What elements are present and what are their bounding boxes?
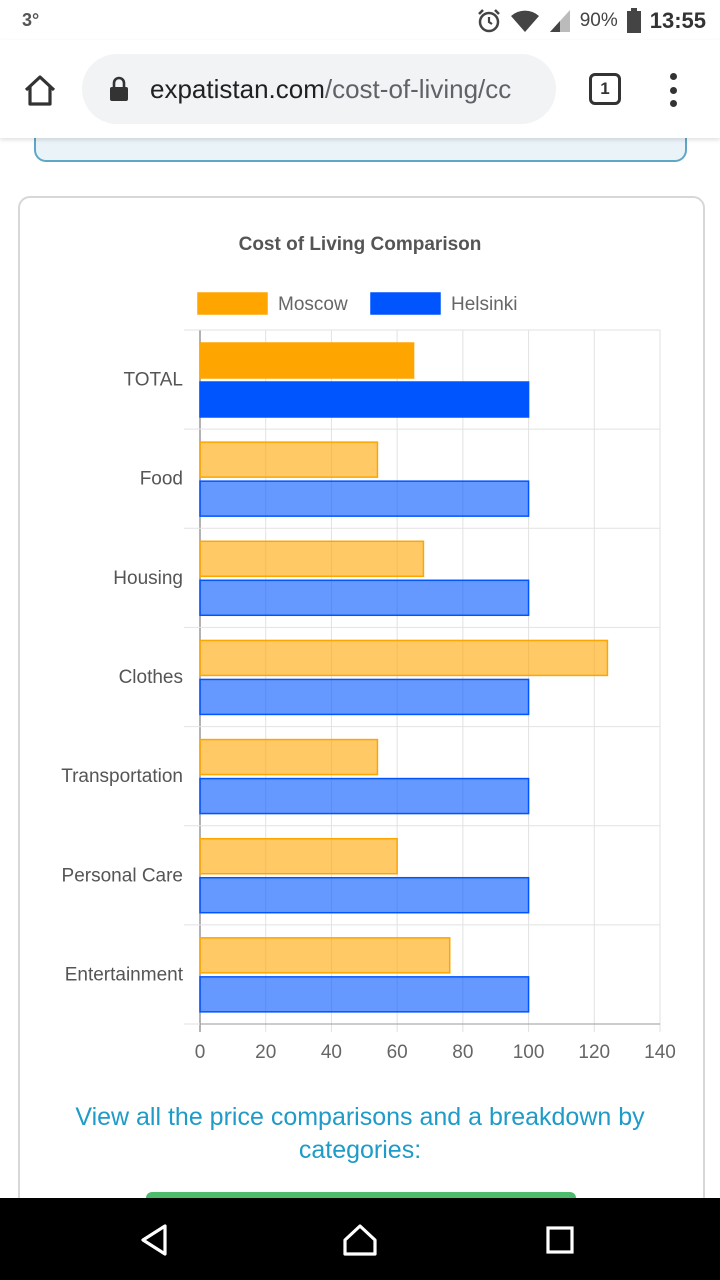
menu-dot [669, 73, 677, 80]
wifi-icon [510, 10, 539, 32]
category-label: Entertainment [65, 964, 184, 985]
more-vert-icon[interactable] [660, 70, 686, 110]
bar-moscow [199, 441, 379, 478]
back-icon [141, 1224, 167, 1256]
x-tick-label: 80 [452, 1042, 473, 1063]
category-label: Clothes [119, 667, 183, 688]
lock-icon [110, 76, 128, 101]
bar-helsinki [199, 976, 530, 1013]
bar-moscow [199, 837, 398, 875]
category-label: TOTAL [124, 370, 183, 391]
x-tick-label: 0 [195, 1042, 206, 1063]
x-tick-label: 120 [578, 1042, 610, 1063]
bar-helsinki [199, 480, 530, 517]
tabs-button[interactable]: 1 [589, 73, 621, 105]
category-label: Transportation [61, 766, 183, 787]
menu-dot [669, 86, 677, 94]
x-tick-label: 40 [321, 1042, 342, 1063]
recents-icon [546, 1226, 574, 1254]
bar-moscow [199, 937, 451, 974]
status-temperature: 3° [22, 10, 40, 30]
chart-title: Cost of Living Comparison [238, 234, 482, 255]
signal-icon [549, 10, 570, 32]
category-label: Housing [113, 568, 183, 589]
x-tick-label: 100 [513, 1042, 545, 1063]
home-icon [24, 75, 56, 106]
battery-percent: 90% [579, 10, 618, 31]
url-domain: expatistan.com [150, 73, 325, 104]
legend-swatch-helsinki [370, 292, 441, 315]
status-time: 13:55 [649, 8, 706, 33]
bar-helsinki [199, 678, 530, 716]
nav-home-button[interactable] [340, 1220, 380, 1260]
category-label: Food [140, 469, 183, 490]
legend-label-helsinki: Helsinki [451, 294, 518, 315]
bar-moscow [199, 342, 415, 379]
nav-home-icon [343, 1224, 377, 1256]
url-path: /cost-of-living/cc [324, 73, 512, 104]
browser-toolbar: expatistan.com/cost-of-living/cc 1 [0, 40, 720, 138]
bar-helsinki [199, 381, 530, 418]
status-icons: 90% 13:55 [476, 6, 706, 36]
x-tick-label: 60 [387, 1042, 408, 1063]
bar-moscow [199, 738, 379, 776]
back-button[interactable] [134, 1220, 174, 1260]
menu-dot [669, 100, 677, 107]
navigation-bar [0, 1198, 720, 1280]
tab-count: 1 [600, 79, 610, 98]
url-text[interactable]: expatistan.com/cost-of-living/cc [150, 74, 511, 105]
legend-label-moscow: Moscow [278, 294, 348, 315]
bar-moscow [199, 540, 425, 578]
category-label: Personal Care [62, 865, 183, 886]
price-comparisons-link[interactable]: View all the price comparisons and a bre… [75, 1103, 645, 1164]
bar-helsinki [199, 777, 530, 815]
status-bar: 3° 90% 13:55 [0, 0, 720, 40]
legend-swatch-moscow [197, 292, 268, 315]
x-tick-label: 20 [255, 1042, 276, 1063]
recents-button[interactable] [540, 1220, 580, 1260]
battery-icon [626, 8, 641, 33]
x-tick-label: 140 [644, 1042, 676, 1063]
bar-helsinki [199, 876, 530, 914]
bar-moscow [199, 639, 609, 677]
home-button[interactable] [18, 68, 62, 112]
alarm-icon [477, 9, 500, 33]
cost-of-living-chart: 0 20 40 60 80 100 120 140 TOTAL Food Housing Clothe… [61, 292, 676, 1063]
bar-helsinki [199, 579, 530, 617]
url-bar[interactable]: expatistan.com/cost-of-living/cc [82, 54, 556, 124]
